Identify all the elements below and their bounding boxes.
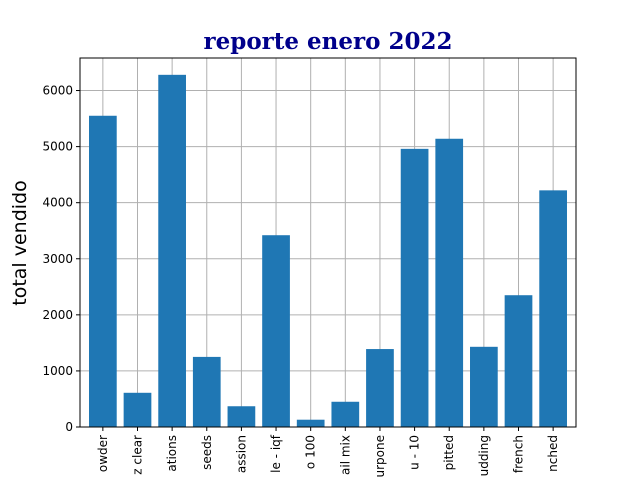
y-tick-label: 6000: [42, 84, 73, 98]
x-tick-label: u - 10: [408, 435, 422, 470]
x-tick-label: owder: [96, 435, 110, 472]
bar: [435, 138, 464, 428]
bar: [470, 346, 498, 427]
y-tick-label: 4000: [42, 196, 73, 210]
chart-title: reporte enero 2022: [203, 28, 452, 55]
bar: [331, 401, 360, 427]
bar: [89, 115, 117, 427]
bar: [192, 356, 221, 427]
x-tick-label: seeds: [200, 435, 214, 470]
bar: [262, 235, 290, 427]
x-tick-label: le - iqf: [269, 434, 283, 473]
x-tick-label: urpone: [373, 435, 387, 478]
bar: [158, 74, 186, 428]
x-tick-label: ations: [165, 435, 179, 472]
x-tick-label: z clear: [130, 435, 144, 475]
y-tick-label: 3000: [42, 252, 73, 266]
y-axis-ticks: 0 1000 2000 3000 4000 5000 6000: [42, 84, 80, 434]
bar: [366, 349, 394, 427]
x-tick-label: nched: [546, 435, 560, 472]
x-axis-ticks: owder z clear ations seeds assion le - iqf o 1…: [96, 427, 560, 478]
y-tick-label: 1000: [42, 364, 73, 378]
plot-frame: [79, 57, 577, 428]
bars: [89, 74, 567, 428]
y-tick-label: 5000: [42, 140, 73, 154]
x-tick-label: udding: [477, 435, 491, 476]
x-tick-label: pitted: [442, 435, 456, 470]
bar: [227, 406, 256, 427]
x-tick-label: assion: [234, 435, 248, 473]
x-tick-label: french: [512, 435, 526, 473]
bar: [400, 148, 429, 427]
bar: [504, 295, 533, 427]
x-tick-label: ail mix: [338, 435, 352, 475]
bar: [539, 190, 567, 427]
y-tick-label: 2000: [42, 308, 73, 322]
y-tick-label: 0: [65, 420, 73, 434]
grid-lines: [80, 58, 576, 428]
y-axis-label: total vendido: [9, 180, 31, 306]
x-tick-label: o 100: [304, 435, 318, 469]
bar: [123, 392, 152, 427]
bar: [296, 419, 325, 427]
